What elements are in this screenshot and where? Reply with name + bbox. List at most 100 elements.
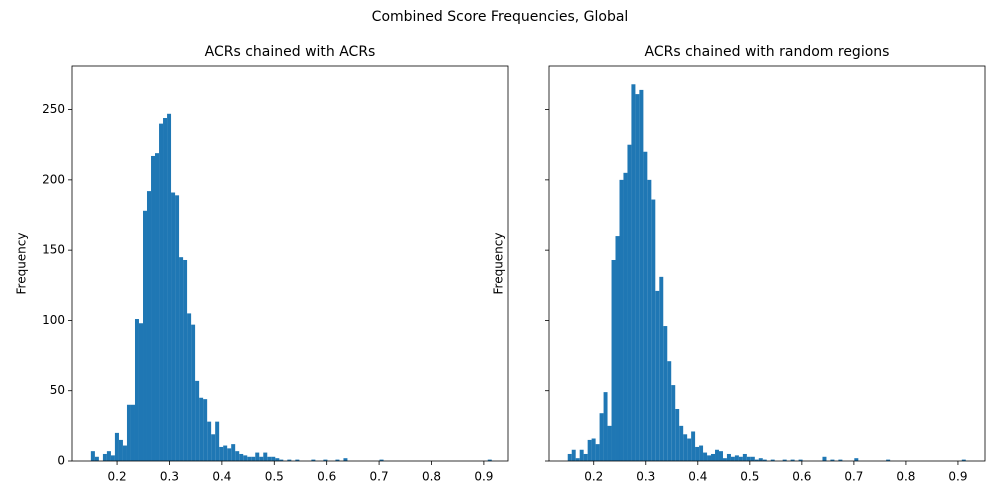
bar	[754, 459, 759, 461]
bar	[239, 453, 244, 461]
bar	[487, 459, 492, 461]
x-tick-label: 0.2	[108, 470, 127, 484]
bar	[215, 421, 220, 461]
x-tick-label: 0.9	[948, 470, 967, 484]
x-tick-label: 0.6	[317, 470, 336, 484]
bar	[703, 452, 708, 461]
bar	[267, 456, 272, 461]
y-axis-label: Frequency	[15, 233, 29, 295]
bar	[311, 459, 316, 461]
bar	[211, 434, 216, 461]
bar	[130, 404, 135, 461]
bar	[715, 449, 719, 461]
bar	[275, 458, 280, 461]
bar	[187, 313, 192, 461]
bar	[603, 392, 608, 461]
bar	[287, 459, 292, 461]
subplot-title: ACRs chained with ACRs	[205, 44, 376, 60]
x-tick-label: 0.3	[636, 470, 655, 484]
bar	[675, 408, 680, 461]
x-tick-label: 0.4	[688, 470, 707, 484]
bar	[639, 89, 644, 462]
bar	[738, 456, 743, 461]
x-tick-label: 0.8	[422, 470, 441, 484]
y-axis-label: Frequency	[492, 233, 506, 295]
bar	[251, 456, 256, 461]
bar	[830, 459, 835, 461]
bar	[619, 179, 624, 461]
bar	[231, 444, 236, 461]
bar	[235, 451, 240, 461]
bar	[114, 432, 119, 461]
bar	[587, 439, 592, 461]
x-tick-label: 0.4	[212, 470, 231, 484]
bar	[655, 290, 660, 461]
bar	[667, 361, 672, 461]
bar	[195, 380, 200, 461]
bar	[90, 451, 95, 461]
bar	[227, 448, 232, 461]
bar	[707, 455, 712, 461]
bar	[323, 459, 328, 461]
bar	[627, 144, 632, 461]
bar	[259, 456, 264, 461]
bar	[167, 113, 172, 462]
bar	[219, 446, 224, 461]
bar	[335, 459, 340, 461]
bar	[798, 459, 803, 461]
bar	[118, 439, 123, 461]
bar	[171, 192, 176, 461]
bar	[379, 459, 384, 461]
bar	[691, 431, 696, 461]
bar	[651, 199, 656, 461]
bar	[782, 459, 787, 461]
bar	[175, 195, 180, 461]
y-tick-label: 150	[42, 243, 65, 257]
bar	[571, 449, 576, 461]
bar	[110, 455, 115, 461]
bar	[134, 319, 139, 461]
bar	[886, 459, 891, 461]
y-tick-label: 0	[57, 454, 65, 468]
bar	[155, 153, 160, 462]
axes-frame	[71, 65, 509, 462]
x-tick-label: 0.5	[265, 470, 284, 484]
bar	[679, 425, 684, 461]
figure-title: Combined Score Frequencies, Global	[372, 9, 629, 25]
bar	[247, 456, 252, 461]
bar	[663, 326, 668, 461]
bar	[102, 453, 107, 461]
bar	[583, 453, 588, 461]
bar	[243, 455, 248, 461]
bar	[279, 459, 284, 461]
bar	[138, 323, 144, 461]
bar	[722, 458, 727, 461]
bar	[207, 421, 212, 461]
bar	[647, 179, 652, 461]
bar	[159, 123, 164, 461]
bar	[122, 445, 127, 461]
y-tick-label: 50	[50, 383, 65, 397]
bar	[730, 456, 735, 461]
bar	[106, 451, 111, 461]
bar	[961, 459, 966, 461]
bar	[255, 452, 260, 461]
bar	[790, 459, 795, 461]
bar	[726, 453, 731, 461]
bar	[203, 399, 208, 461]
bar	[631, 84, 636, 462]
bar	[191, 324, 196, 461]
bar	[146, 191, 152, 462]
bar	[575, 458, 580, 461]
bar	[591, 438, 596, 461]
bar	[758, 458, 763, 461]
bar	[671, 385, 676, 461]
bar	[295, 459, 300, 461]
x-tick-label: 0.5	[740, 470, 759, 484]
bar	[179, 257, 184, 461]
y-tick-label: 100	[42, 313, 65, 327]
y-tick-label: 250	[42, 102, 65, 116]
bar	[615, 236, 620, 461]
bar	[770, 459, 775, 461]
